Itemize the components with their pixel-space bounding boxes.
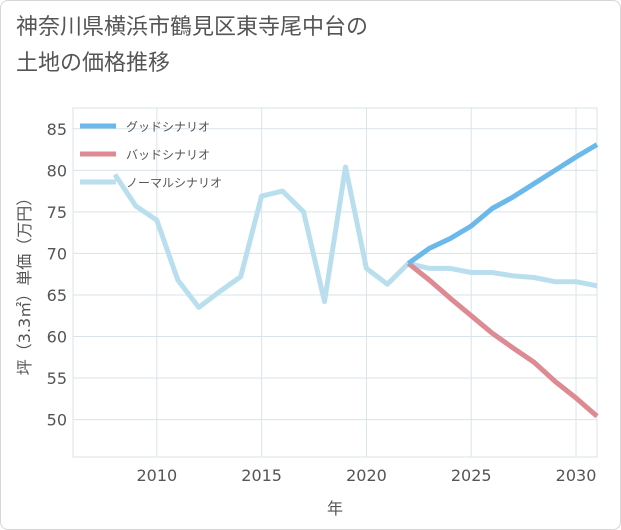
series-line-0: [406, 142, 599, 266]
x-tick-label: 2030: [556, 466, 597, 485]
x-tick-label: 2020: [346, 466, 387, 485]
y-tick-label: 75: [47, 203, 67, 222]
y-tick-label: 70: [47, 244, 67, 263]
y-tick-label: 65: [47, 286, 67, 305]
y-tick-label: 80: [47, 161, 67, 180]
series-line-2: [112, 164, 598, 310]
x-tick-label: 2025: [451, 466, 492, 485]
plot-border: [72, 107, 598, 458]
y-tick-label: 50: [47, 411, 67, 430]
y-axis-label: 坪（3.3㎡）単価（万円）: [15, 190, 34, 375]
x-tick-label: 2015: [241, 466, 282, 485]
legend-label-2: ノーマルシナリオ: [126, 176, 222, 190]
y-tick-label: 85: [47, 120, 67, 139]
x-tick-label: 2010: [136, 466, 177, 485]
legend-label-1: バッドシナリオ: [126, 148, 210, 162]
y-tick-label: 55: [47, 369, 67, 388]
y-tick-labels: 50 55 60 65 70 75 80 85: [47, 120, 67, 430]
legend-label-0: グッドシナリオ: [126, 120, 210, 134]
y-tick-label: 60: [47, 328, 67, 347]
chart-title: 神奈川県横浜市鶴見区東寺尾中台の 土地の価格推移: [16, 15, 369, 76]
x-axis-label: 年: [327, 499, 343, 518]
series-lines: [112, 142, 599, 419]
x-tick-labels: 2010 2015 2020 2025 2030: [136, 466, 596, 485]
series-line-1: [406, 261, 599, 419]
